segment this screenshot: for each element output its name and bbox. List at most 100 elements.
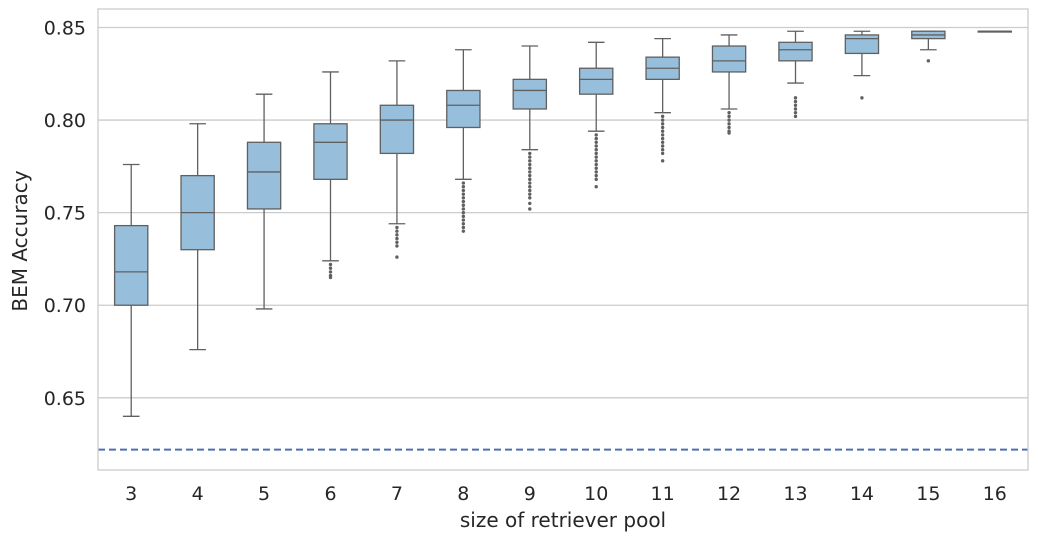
x-tick-label: 8 (457, 483, 469, 505)
outlier-point (528, 188, 532, 193)
y-tick-label: 0.85 (44, 18, 86, 40)
outlier-point (528, 155, 532, 159)
x-tick-labels: 3 4 5 6 7 8 9 10 11 12 13 14 15 16 (125, 483, 1007, 505)
x-tick-label: 16 (983, 483, 1007, 505)
y-tick-labels: 0.65 0.70 0.75 0.80 0.85 (44, 18, 86, 410)
outlier-point (461, 192, 466, 196)
outlier-point (660, 148, 665, 152)
x-tick-label: 12 (717, 483, 741, 505)
x-tick-label: 3 (125, 483, 137, 505)
outlier-point (660, 136, 665, 141)
outlier-point (594, 173, 598, 178)
outlier-point (461, 196, 466, 200)
outlier-point (461, 214, 466, 219)
outlier-point (528, 159, 532, 163)
outlier-point (793, 110, 798, 115)
outlier-point (328, 270, 333, 274)
x-tick-label: 7 (391, 483, 403, 505)
outlier-point (528, 192, 532, 196)
outlier-point (793, 114, 798, 119)
x-tick-label: 13 (783, 483, 807, 505)
box-group-9 (512, 45, 548, 211)
y-tick-label: 0.65 (44, 388, 86, 410)
outlier-point (594, 148, 598, 152)
outlier-point (660, 125, 665, 130)
outlier-point (594, 133, 598, 137)
outlier-point (328, 266, 333, 270)
gridlines (98, 26, 1028, 399)
outlier-point (461, 210, 466, 215)
outlier-point (528, 177, 532, 182)
outlier-point (594, 162, 598, 167)
box-iqr (578, 67, 614, 95)
box-iqr (113, 224, 149, 306)
box-group-10 (578, 41, 614, 189)
box-group-11 (645, 37, 680, 163)
outlier-point (594, 136, 598, 141)
outlier-point (594, 151, 598, 156)
outlier-point (727, 131, 731, 135)
box-group-12 (711, 34, 747, 135)
outlier-point (594, 144, 598, 148)
outlier-point (395, 225, 399, 230)
box-group-15 (911, 30, 946, 63)
outlier-point (528, 166, 532, 170)
outlier-point (793, 107, 798, 111)
box-group-13 (778, 30, 813, 119)
box-iqr (379, 104, 415, 155)
outlier-point (727, 114, 731, 119)
x-tick-label: 10 (584, 483, 608, 505)
outlier-point (461, 185, 466, 189)
x-tick-label: 15 (916, 483, 940, 505)
outlier-point (793, 99, 798, 104)
x-tick-label: 11 (651, 483, 675, 505)
box-group-16 (977, 30, 1013, 33)
outlier-point (328, 275, 333, 280)
box-iqr (446, 89, 481, 129)
box-group-3 (113, 163, 149, 417)
outlier-point (594, 159, 598, 163)
box-iqr (844, 34, 880, 55)
x-tick-label: 4 (192, 483, 204, 505)
y-tick-label: 0.80 (44, 110, 86, 132)
box-group-5 (246, 93, 282, 310)
outlier-point (528, 185, 532, 189)
box-group-8 (446, 49, 481, 233)
outlier-point (793, 103, 798, 107)
outlier-point (594, 177, 598, 182)
outlier-point (860, 96, 864, 100)
x-axis-title: size of retriever pool (460, 508, 666, 532)
outlier-point (594, 166, 598, 170)
outlier-point (461, 188, 466, 193)
outlier-point (660, 114, 665, 119)
box-iqr (778, 41, 813, 62)
box-iqr (313, 123, 348, 180)
x-tick-label: 14 (850, 483, 874, 505)
outlier-point (594, 170, 598, 174)
outlier-point (594, 140, 598, 145)
box-group-7 (379, 60, 415, 259)
outlier-point (660, 129, 665, 133)
outlier-point (461, 203, 466, 207)
outlier-point (660, 118, 665, 122)
y-tick-label: 0.75 (44, 203, 86, 225)
outlier-point (660, 140, 665, 145)
outlier-point (727, 118, 731, 122)
outlier-point (660, 159, 665, 163)
outlier-point (660, 122, 665, 126)
outlier-point (727, 122, 731, 126)
outlier-point (528, 201, 532, 206)
outlier-point (395, 244, 399, 248)
outlier-point (461, 207, 466, 211)
outlier-point (528, 196, 532, 200)
box-group-14 (844, 30, 880, 100)
outlier-point (328, 262, 333, 267)
plot-frame (97, 8, 1029, 471)
outlier-point (793, 96, 798, 100)
box-iqr (246, 141, 282, 210)
outlier-point (660, 144, 665, 148)
x-tick-label: 9 (524, 483, 536, 505)
outlier-point (727, 125, 731, 130)
box-group-4 (180, 123, 215, 351)
